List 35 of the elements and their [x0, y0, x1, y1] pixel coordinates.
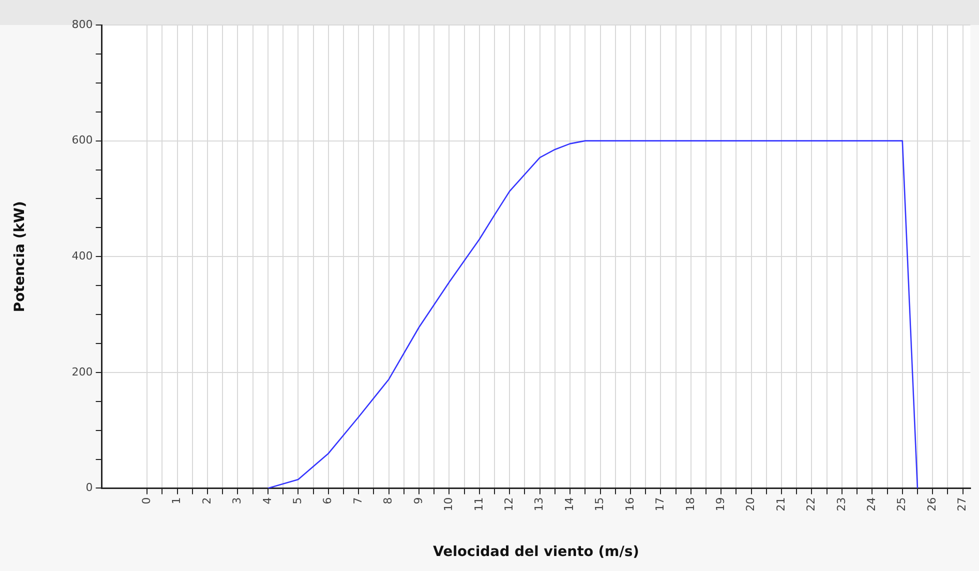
y-tick-label: 400 [72, 249, 93, 262]
x-tick-label: 9 [412, 497, 425, 504]
x-tick-label: 12 [502, 497, 516, 512]
y-tick-label: 800 [72, 18, 93, 31]
x-tick-label: 26 [925, 497, 938, 512]
x-axis-title: Velocidad del viento (m/s) [433, 544, 640, 560]
x-tick-label: 4 [260, 497, 274, 504]
x-tick-label: 14 [562, 497, 576, 512]
x-tick-label: 0 [140, 497, 153, 504]
x-tick-label: 11 [472, 497, 486, 512]
x-tick-label: 10 [442, 497, 456, 512]
x-tick-label: 7 [351, 497, 364, 504]
x-tick-label: 17 [654, 497, 667, 512]
x-tick-label: 24 [865, 497, 878, 512]
x-tick-label: 21 [774, 497, 788, 512]
y-axis-title: Potencia (kW) [12, 201, 28, 312]
x-tick-label: 27 [956, 497, 969, 512]
x-tick-label: 22 [804, 497, 818, 512]
x-tick-label: 6 [321, 497, 334, 504]
x-tick-label: 13 [532, 497, 546, 512]
x-tick-label: 23 [834, 497, 848, 512]
x-tick-label: 3 [230, 497, 244, 504]
x-tick-label: 19 [714, 497, 727, 512]
x-tick-label: 25 [895, 497, 908, 512]
x-tick-label: 16 [623, 497, 636, 512]
y-tick-label: 600 [72, 134, 93, 147]
y-tick-label: 0 [86, 481, 93, 494]
x-tick-label: 5 [291, 497, 304, 504]
x-tick-label: 18 [684, 497, 697, 512]
x-tick-label: 2 [200, 497, 214, 504]
x-tick-label: 8 [382, 497, 395, 504]
x-tick-label: 15 [593, 497, 606, 512]
y-tick-label: 200 [72, 365, 93, 378]
x-tick-label: 1 [170, 497, 184, 504]
x-tick-label: 20 [744, 497, 758, 512]
